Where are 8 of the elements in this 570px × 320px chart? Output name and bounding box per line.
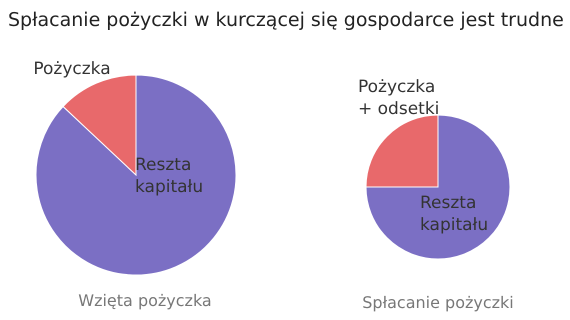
- text: Spłacanie pożyczki: [362, 293, 514, 312]
- text: Wzięta pożyczka: [78, 291, 212, 310]
- slice-label: Pożyczka: [33, 59, 111, 79]
- slice-label: Pożyczka + odsetki: [358, 77, 440, 119]
- slice-label: Reszta kapitału: [420, 193, 488, 235]
- text: Spłacanie pożyczki w kurczącej się gospodarce jest trudne: [8, 9, 564, 31]
- slice-label: Reszta kapitału: [135, 155, 204, 197]
- pie-slice: [366, 114, 510, 260]
